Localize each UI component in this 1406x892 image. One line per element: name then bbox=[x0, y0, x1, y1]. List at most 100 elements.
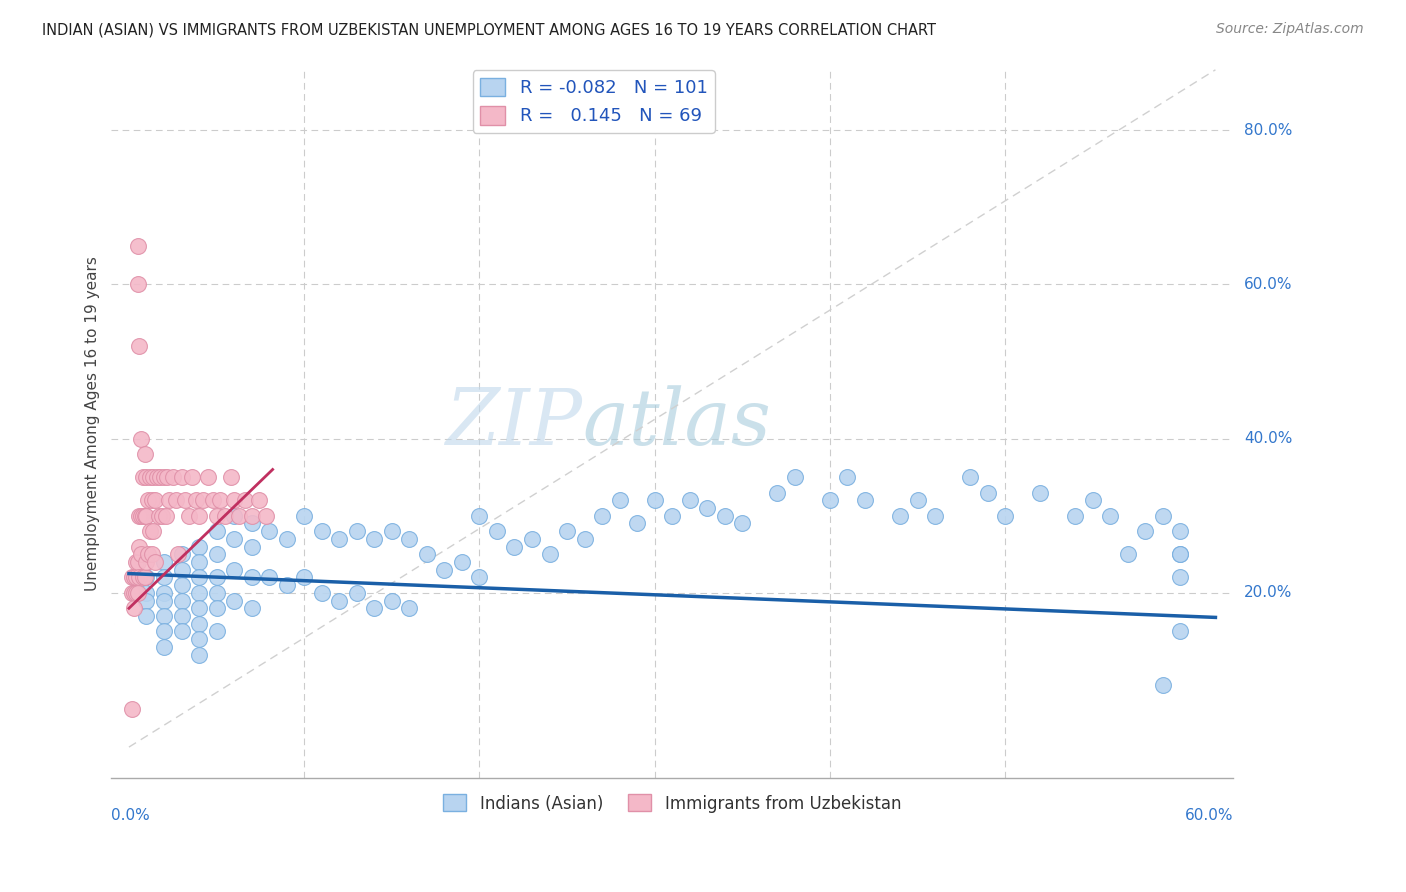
Point bbox=[129, 547, 152, 561]
Point bbox=[188, 616, 211, 631]
Point bbox=[170, 547, 193, 561]
Point bbox=[609, 493, 631, 508]
Point bbox=[240, 570, 263, 584]
Point bbox=[837, 470, 859, 484]
Point bbox=[155, 508, 177, 523]
Point bbox=[257, 524, 280, 538]
Point bbox=[136, 547, 159, 561]
Point bbox=[135, 555, 157, 569]
Point bbox=[135, 593, 157, 607]
Point bbox=[1064, 508, 1087, 523]
Text: 20.0%: 20.0% bbox=[1244, 585, 1292, 600]
Point bbox=[503, 540, 526, 554]
Point bbox=[433, 563, 456, 577]
Point bbox=[143, 555, 166, 569]
Point bbox=[153, 624, 176, 639]
Point bbox=[153, 640, 176, 654]
Point bbox=[149, 470, 172, 484]
Point bbox=[538, 547, 561, 561]
Point bbox=[363, 601, 385, 615]
Point bbox=[153, 586, 176, 600]
Point bbox=[696, 501, 718, 516]
Point bbox=[661, 508, 683, 523]
Point bbox=[191, 493, 214, 508]
Point bbox=[125, 555, 148, 569]
Point bbox=[139, 524, 162, 538]
Point bbox=[1029, 485, 1052, 500]
Point bbox=[381, 524, 404, 538]
Text: atlas: atlas bbox=[582, 385, 772, 461]
Point bbox=[346, 524, 368, 538]
Point bbox=[1135, 524, 1157, 538]
Point bbox=[276, 532, 298, 546]
Point bbox=[128, 508, 150, 523]
Point bbox=[214, 508, 236, 523]
Point bbox=[150, 508, 173, 523]
Point bbox=[889, 508, 911, 523]
Y-axis label: Unemployment Among Ages 16 to 19 years: Unemployment Among Ages 16 to 19 years bbox=[86, 256, 100, 591]
Point bbox=[731, 516, 754, 531]
Point bbox=[381, 593, 404, 607]
Point bbox=[328, 593, 350, 607]
Point bbox=[205, 624, 228, 639]
Text: ZIP: ZIP bbox=[446, 385, 582, 461]
Point bbox=[959, 470, 981, 484]
Point bbox=[128, 570, 150, 584]
Point bbox=[205, 570, 228, 584]
Point bbox=[165, 493, 187, 508]
Point bbox=[222, 563, 245, 577]
Point bbox=[254, 508, 277, 523]
Point bbox=[240, 601, 263, 615]
Point bbox=[170, 593, 193, 607]
Point bbox=[188, 601, 211, 615]
Point bbox=[122, 586, 145, 600]
Point bbox=[127, 277, 149, 292]
Point bbox=[122, 570, 145, 584]
Point bbox=[591, 508, 613, 523]
Point bbox=[153, 555, 176, 569]
Point bbox=[228, 508, 250, 523]
Point bbox=[205, 601, 228, 615]
Point bbox=[143, 493, 166, 508]
Point bbox=[136, 493, 159, 508]
Point bbox=[125, 586, 148, 600]
Point bbox=[134, 508, 156, 523]
Point bbox=[121, 570, 143, 584]
Point bbox=[679, 493, 702, 508]
Point bbox=[976, 485, 998, 500]
Point bbox=[994, 508, 1017, 523]
Point bbox=[468, 570, 491, 584]
Point bbox=[766, 485, 789, 500]
Point bbox=[125, 570, 148, 584]
Text: 60.0%: 60.0% bbox=[1184, 808, 1233, 823]
Point bbox=[1152, 508, 1174, 523]
Point bbox=[520, 532, 543, 546]
Point bbox=[363, 532, 385, 546]
Point bbox=[167, 547, 190, 561]
Point bbox=[153, 593, 176, 607]
Point bbox=[146, 470, 169, 484]
Point bbox=[156, 470, 179, 484]
Point bbox=[121, 701, 143, 715]
Point bbox=[328, 532, 350, 546]
Point bbox=[853, 493, 876, 508]
Point bbox=[188, 508, 211, 523]
Point bbox=[153, 609, 176, 624]
Point bbox=[468, 508, 491, 523]
Point bbox=[626, 516, 648, 531]
Point bbox=[170, 624, 193, 639]
Point bbox=[233, 493, 256, 508]
Point bbox=[170, 609, 193, 624]
Point bbox=[162, 470, 184, 484]
Point bbox=[188, 632, 211, 647]
Point bbox=[188, 555, 211, 569]
Point bbox=[170, 578, 193, 592]
Point bbox=[128, 540, 150, 554]
Point bbox=[1170, 624, 1192, 639]
Point bbox=[209, 493, 232, 508]
Point bbox=[222, 593, 245, 607]
Point bbox=[205, 547, 228, 561]
Point bbox=[219, 470, 242, 484]
Point bbox=[121, 586, 143, 600]
Point bbox=[135, 570, 157, 584]
